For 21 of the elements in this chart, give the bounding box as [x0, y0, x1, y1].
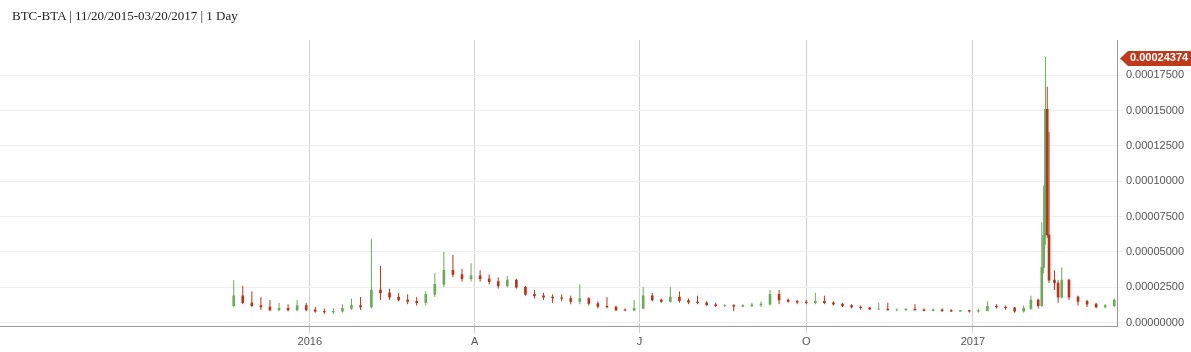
- candlestick: [958, 309, 962, 313]
- y-tick-label: 0.00017500: [1125, 68, 1185, 81]
- x-tick-label: 2017: [960, 335, 986, 348]
- candlestick: [1013, 306, 1016, 314]
- y-tick-label: 0.00015000: [1125, 103, 1185, 116]
- candlestick: [832, 300, 835, 307]
- y-tick-label: 0.00005000: [1125, 244, 1185, 257]
- text: 0.00024374: [1120, 51, 1191, 66]
- y-tick-label: 0.00002500: [1125, 280, 1185, 293]
- candlestick: [723, 303, 727, 308]
- chart-title: BTC-BTA | 11/20/2015-03/20/2017 | 1 Day: [12, 8, 238, 24]
- x-tick-label: 2016: [297, 335, 323, 348]
- x-tick-label: A: [471, 335, 480, 348]
- x-tick-label: O: [801, 335, 811, 348]
- y-tick-label: 0.00012500: [1125, 138, 1185, 151]
- candlestick: [732, 303, 736, 312]
- candlestick: [977, 307, 980, 314]
- y-tick-label: 0.00007500: [1125, 209, 1185, 222]
- y-tick-label: 0.00000000: [1125, 315, 1185, 328]
- x-tick-label: J: [636, 335, 643, 348]
- y-tick-label: 0.00010000: [1125, 174, 1185, 187]
